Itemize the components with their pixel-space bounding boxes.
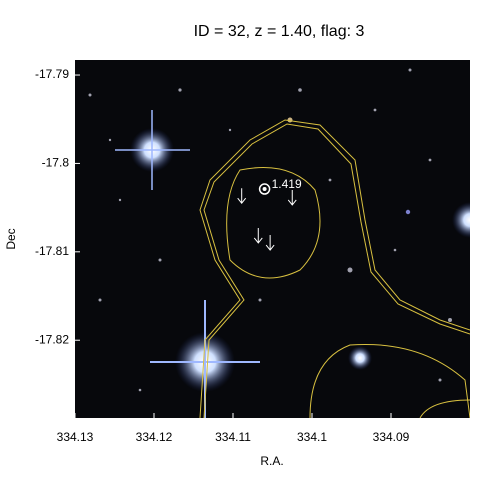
y-axis-label: Dec xyxy=(4,228,18,249)
source-label: 1.419 xyxy=(272,177,302,191)
arrow xyxy=(265,235,275,251)
sky-image xyxy=(75,60,470,418)
arrow xyxy=(253,227,263,244)
x-tick-label: 334.1 xyxy=(297,430,327,444)
x-tick-label: 334.09 xyxy=(373,430,410,444)
source-marker xyxy=(258,183,271,195)
source-core xyxy=(262,187,267,192)
x-axis-label: R.A. xyxy=(260,454,283,468)
chart-title: ID = 32, z = 1.40, flag: 3 xyxy=(194,23,365,40)
arrow xyxy=(287,189,297,206)
x-tick-label: 334.11 xyxy=(215,430,251,444)
x-tick-label: 334.12 xyxy=(136,430,173,444)
y-tick-label: -17.79 xyxy=(35,67,69,81)
arrow xyxy=(237,188,247,205)
y-tick-label: -17.82 xyxy=(35,332,69,346)
y-tick-label: -17.8 xyxy=(42,156,70,170)
contours xyxy=(199,119,470,418)
y-tick-label: -17.81 xyxy=(35,244,69,258)
x-tick-label: 334.13 xyxy=(57,430,94,444)
